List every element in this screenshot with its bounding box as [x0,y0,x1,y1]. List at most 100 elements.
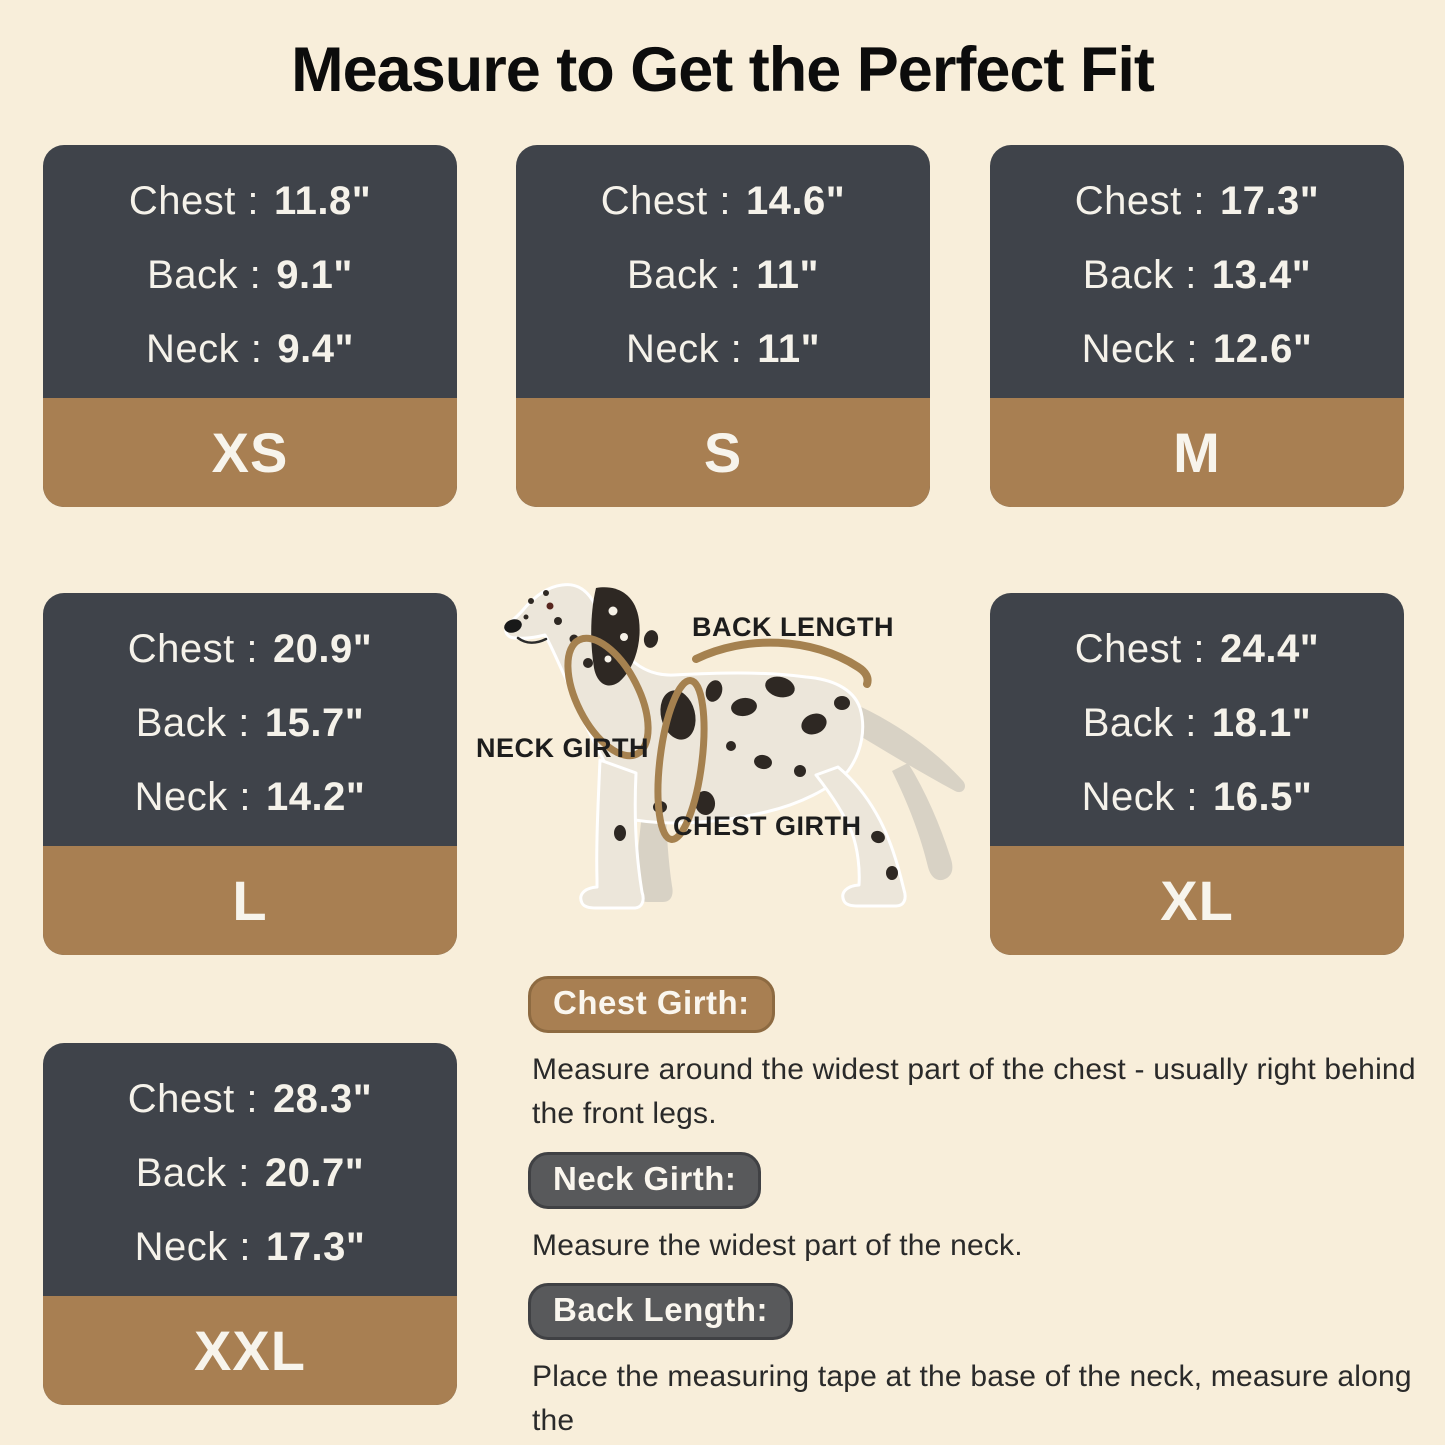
neck-value: 17.3" [266,1225,366,1269]
back-value: 9.1" [276,253,353,297]
chest-label: Chest : [1074,179,1205,223]
size-label: XXL [194,1319,306,1382]
dog-eye [546,602,554,610]
neck-girth-description: Measure the widest part of the neck. [532,1229,1023,1262]
size-card-s: Chest : 14.6" Back : 11" Neck : 11" S [516,145,930,507]
neck-girth-badge: Neck Girth: [528,1152,762,1209]
dog-front-leg [579,758,645,910]
neck-value: 12.6" [1213,327,1313,371]
neck-measurement: Neck : 11" [526,327,920,372]
card-measurements: Chest : 17.3" Back : 13.4" Neck : 12.6" [990,145,1404,398]
chest-value: 20.9" [272,627,373,671]
neck-value: 11" [757,327,821,371]
chest-measurement: Chest : 17.3" [1000,179,1394,224]
card-measurements: Chest : 20.9" Back : 15.7" Neck : 14.2" [43,593,457,846]
chest-measurement: Chest : 20.9" [53,627,447,672]
chest-value: 28.3" [272,1077,373,1121]
back-label: Back : [147,253,262,297]
back-label: Back : [135,701,250,745]
chest-value: 14.6" [745,179,846,223]
back-label: Back : [1082,253,1197,297]
card-measurements: Chest : 28.3" Back : 20.7" Neck : 17.3" [43,1043,457,1296]
size-label: L [232,869,268,932]
back-length-band [692,638,872,688]
neck-value: 14.2" [266,775,366,819]
neck-label: Neck : [1081,327,1199,371]
size-label: M [1173,421,1221,484]
back-length-section: Back Length: Place the measuring tape at… [528,1283,1440,1445]
neck-label: Neck : [146,327,263,371]
chest-label: Chest : [600,179,731,223]
chest-measurement: Chest : 14.6" [526,179,920,224]
size-band: XS [43,398,457,507]
neck-label: Neck : [134,775,252,819]
back-label: Back : [627,253,742,297]
ear-spot [604,655,612,663]
neck-girth-band [564,634,652,760]
dog-tail [842,701,966,793]
chest-girth-label: CHEST GIRTH [673,811,862,841]
back-value: 18.1" [1211,701,1312,745]
chest-measurement: Chest : 28.3" [53,1077,447,1122]
back-value: 13.4" [1211,253,1312,297]
size-label: S [703,421,743,484]
neck-label: Neck : [134,1225,252,1269]
neck-measurement: Neck : 9.4" [53,327,447,372]
card-measurements: Chest : 14.6" Back : 11" Neck : 11" [516,145,930,398]
chest-girth-band [654,677,708,843]
neck-girth-section: Neck Girth: Measure the widest part of t… [528,1152,1440,1268]
chest-girth-section: Chest Girth: Measure around the widest p… [528,976,1440,1135]
chest-label: Chest : [127,1077,258,1121]
card-measurements: Chest : 11.8" Back : 9.1" Neck : 9.4" [43,145,457,398]
dog-illustration [504,583,966,910]
chest-value: 11.8" [274,179,372,223]
size-band: XL [990,846,1404,955]
back-measurement: Back : 20.7" [53,1151,447,1196]
neck-measurement: Neck : 14.2" [53,775,447,820]
neck-measurement: Neck : 16.5" [1000,775,1394,820]
chest-label: Chest : [128,179,260,223]
back-value: 20.7" [264,1151,365,1195]
neck-measurement: Neck : 17.3" [53,1225,447,1270]
neck-value: 9.4" [277,327,354,371]
back-label: Back : [135,1151,250,1195]
ear-spot [608,606,618,616]
size-label: XL [1160,869,1234,932]
size-card-xl: Chest : 24.4" Back : 18.1" Neck : 16.5" … [990,593,1404,955]
neck-value: 16.5" [1213,775,1313,819]
back-value: 15.7" [264,701,365,745]
dog-spots [523,590,898,880]
dog-ear [591,587,640,686]
size-card-xxl: Chest : 28.3" Back : 20.7" Neck : 17.3" … [43,1043,457,1405]
back-length-badge: Back Length: [528,1283,794,1340]
back-measurement: Back : 9.1" [53,253,447,298]
chest-value: 17.3" [1219,179,1320,223]
back-label: Back : [1082,701,1197,745]
dog-nose [504,619,522,633]
card-measurements: Chest : 24.4" Back : 18.1" Neck : 16.5" [990,593,1404,846]
back-length-description: Place the measuring tape at the base of … [532,1360,1412,1437]
size-band: M [990,398,1404,507]
neck-girth-label: NECK GIRTH [476,733,649,763]
chest-girth-badge: Chest Girth: [528,976,775,1033]
chest-measurement: Chest : 11.8" [53,179,447,224]
ear-spot [620,633,628,641]
size-band: XXL [43,1296,457,1405]
size-band: L [43,846,457,955]
chest-label: Chest : [1074,627,1205,671]
back-measurement: Back : 11" [526,253,920,298]
size-card-l: Chest : 20.9" Back : 15.7" Neck : 14.2" … [43,593,457,955]
size-label: XS [211,421,289,484]
dog-far-hind-leg [892,763,953,881]
back-length-label: BACK LENGTH [692,612,894,642]
chest-value: 24.4" [1219,627,1320,671]
back-measurement: Back : 13.4" [1000,253,1394,298]
size-band: S [516,398,930,507]
dog-hind-leg [814,765,907,908]
neck-measurement: Neck : 12.6" [1000,327,1394,372]
size-card-m: Chest : 17.3" Back : 13.4" Neck : 12.6" … [990,145,1404,507]
back-value: 11" [756,253,819,297]
chest-girth-description: Measure around the widest part of the ch… [532,1053,1416,1130]
neck-label: Neck : [625,327,743,371]
